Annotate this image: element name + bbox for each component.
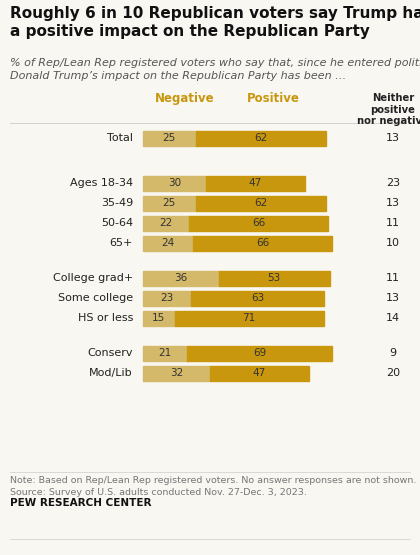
Text: 63: 63 <box>251 293 264 303</box>
Bar <box>143 175 206 190</box>
Text: 25: 25 <box>163 133 176 143</box>
Text: 47: 47 <box>253 368 266 378</box>
Text: 20: 20 <box>386 368 400 378</box>
Text: PEW RESEARCH CENTER: PEW RESEARCH CENTER <box>10 498 152 508</box>
Bar <box>206 175 304 190</box>
Bar <box>191 290 323 305</box>
Bar <box>143 366 210 381</box>
Text: Negative: Negative <box>155 92 215 105</box>
Text: 50-64: 50-64 <box>101 218 133 228</box>
Bar <box>174 310 323 325</box>
Bar <box>193 235 332 250</box>
Text: % of Rep/Lean Rep registered voters who say that, since he entered politics,
Don: % of Rep/Lean Rep registered voters who … <box>10 58 420 81</box>
Text: College grad+: College grad+ <box>53 273 133 283</box>
Text: 35-49: 35-49 <box>101 198 133 208</box>
Text: 30: 30 <box>168 178 181 188</box>
Bar <box>143 235 193 250</box>
Bar <box>143 346 187 361</box>
Text: 11: 11 <box>386 218 400 228</box>
Text: Ages 18-34: Ages 18-34 <box>70 178 133 188</box>
Text: 14: 14 <box>386 313 400 323</box>
Text: 66: 66 <box>256 238 269 248</box>
Text: 71: 71 <box>242 313 256 323</box>
Text: 9: 9 <box>389 348 396 358</box>
Text: Some college: Some college <box>58 293 133 303</box>
Text: Neither
positive
nor negative: Neither positive nor negative <box>357 93 420 126</box>
Text: 66: 66 <box>252 218 265 228</box>
Bar <box>143 270 218 285</box>
Text: Mod/Lib: Mod/Lib <box>89 368 133 378</box>
Text: 25: 25 <box>163 198 176 208</box>
Text: 23: 23 <box>386 178 400 188</box>
Text: HS or less: HS or less <box>78 313 133 323</box>
Bar <box>189 215 328 230</box>
Bar <box>210 366 309 381</box>
Bar <box>143 290 191 305</box>
Text: Conserv: Conserv <box>87 348 133 358</box>
Text: 62: 62 <box>254 198 267 208</box>
Text: 13: 13 <box>386 133 400 143</box>
Bar <box>143 310 174 325</box>
Text: Positive: Positive <box>247 92 299 105</box>
Text: 32: 32 <box>170 368 183 378</box>
Bar <box>195 130 326 145</box>
Text: 13: 13 <box>386 293 400 303</box>
Text: 65+: 65+ <box>110 238 133 248</box>
Text: 15: 15 <box>152 313 165 323</box>
Text: Note: Based on Rep/Lean Rep registered voters. No answer responses are not shown: Note: Based on Rep/Lean Rep registered v… <box>10 476 416 497</box>
Text: 23: 23 <box>160 293 174 303</box>
Bar <box>195 195 326 210</box>
Bar <box>187 346 332 361</box>
Text: 36: 36 <box>174 273 187 283</box>
Bar <box>218 270 330 285</box>
Text: 53: 53 <box>268 273 281 283</box>
Text: Total: Total <box>107 133 133 143</box>
Text: 22: 22 <box>160 218 173 228</box>
Text: Roughly 6 in 10 Republican voters say Trump has had
a positive impact on the Rep: Roughly 6 in 10 Republican voters say Tr… <box>10 6 420 39</box>
Text: 47: 47 <box>249 178 262 188</box>
Text: 69: 69 <box>253 348 266 358</box>
Text: 11: 11 <box>386 273 400 283</box>
Text: 21: 21 <box>158 348 172 358</box>
Bar <box>143 195 195 210</box>
Text: 10: 10 <box>386 238 400 248</box>
Bar <box>143 130 195 145</box>
Text: 24: 24 <box>162 238 175 248</box>
Bar <box>143 215 189 230</box>
Text: 13: 13 <box>386 198 400 208</box>
Text: 62: 62 <box>254 133 267 143</box>
